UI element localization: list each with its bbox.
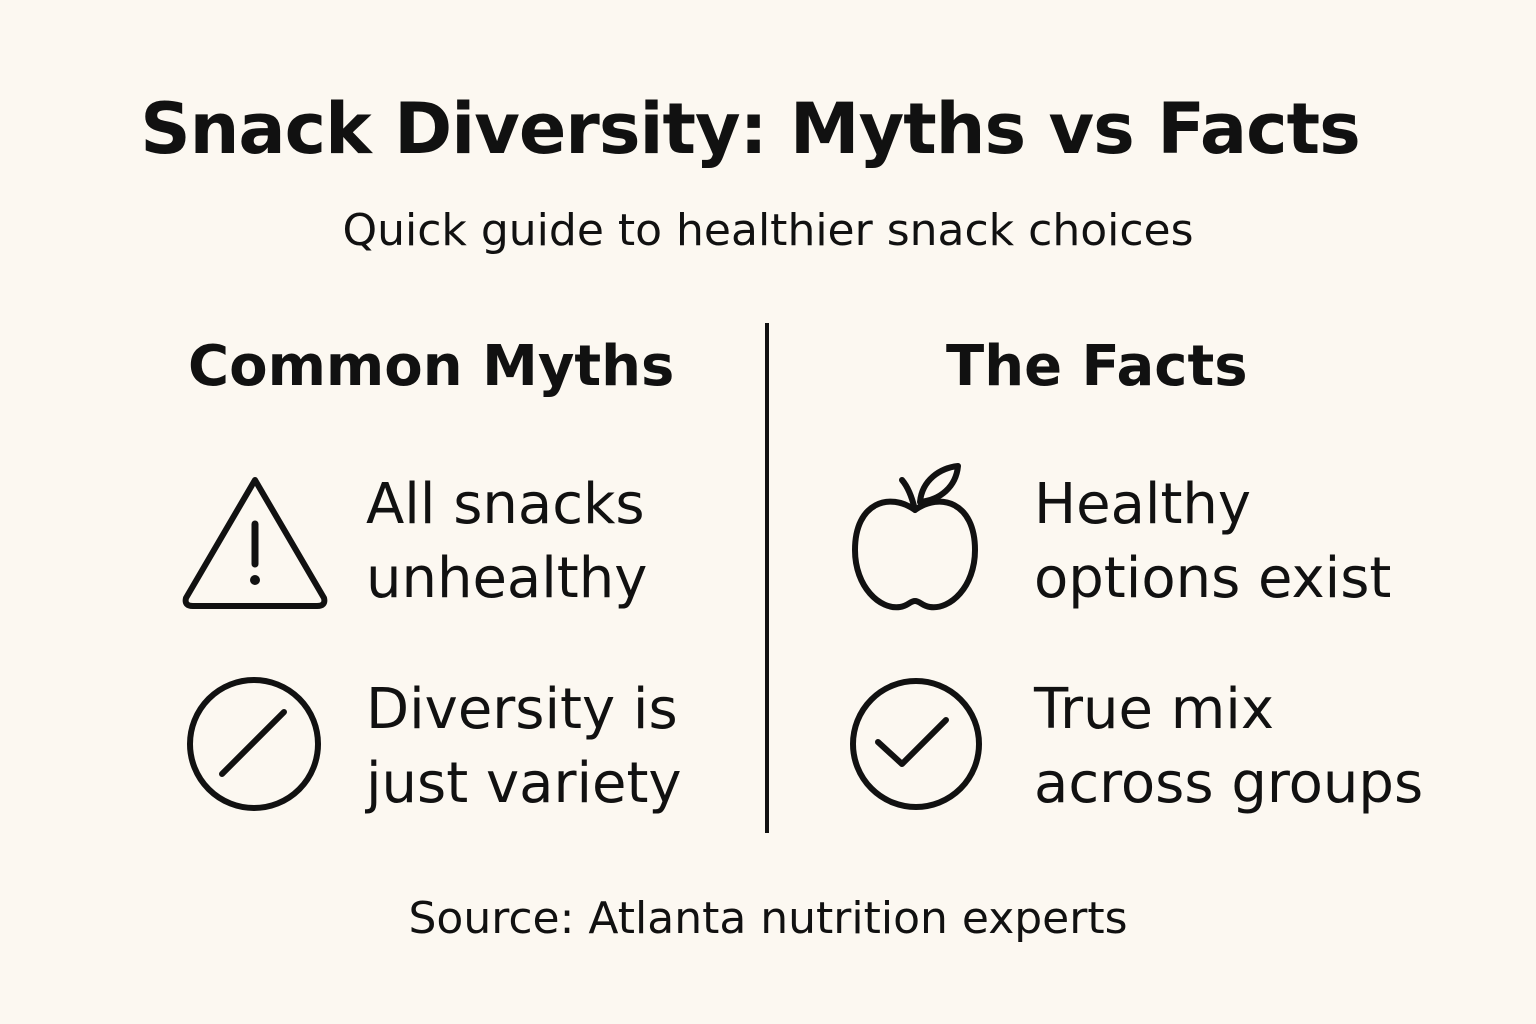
facts-heading: The Facts: [946, 334, 1248, 399]
fact-line2: across groups: [1034, 751, 1424, 816]
myth-line2: unhealthy: [366, 546, 648, 611]
fact-item-1: Healthy options exist: [1034, 468, 1391, 616]
prohibited-circle-icon: [187, 677, 321, 811]
fact-item-2: True mix across groups: [1034, 673, 1423, 821]
divider: [765, 323, 769, 833]
myth-line2: just variety: [366, 751, 682, 816]
myth-line1: All snacks: [366, 472, 645, 537]
myth-item-2: Diversity is just variety: [366, 673, 682, 821]
page-title: Snack Diversity: Myths vs Facts: [140, 88, 1361, 170]
fact-line1: True mix: [1034, 677, 1274, 742]
source-note: Source: Atlanta nutrition experts: [408, 893, 1128, 944]
subtitle: Quick guide to healthier snack choices: [342, 205, 1194, 256]
warning-triangle-icon: [182, 477, 328, 609]
fact-line2: options exist: [1034, 546, 1392, 611]
myth-item-1: All snacks unhealthy: [366, 468, 647, 616]
myth-line1: Diversity is: [366, 677, 678, 742]
fact-line1: Healthy: [1034, 472, 1252, 537]
check-circle-icon: [850, 678, 982, 810]
apple-icon: [852, 463, 978, 611]
myths-heading: Common Myths: [188, 334, 675, 399]
